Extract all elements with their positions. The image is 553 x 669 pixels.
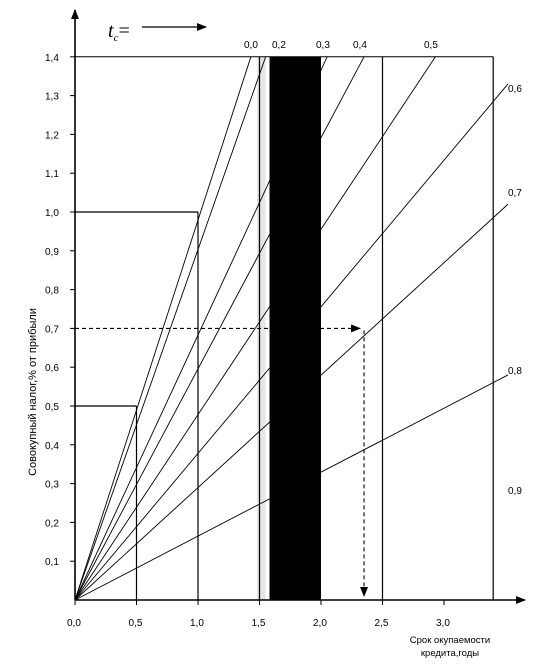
series-line-0 [74,56,252,601]
y-tick-label-5: 0,6 [45,363,59,374]
curve-label-top-3: 0,4 [353,40,367,51]
curve-label-right-0: 0,6 [508,84,522,95]
x-axis-label-line1: Срок окупаемости [410,635,490,646]
x-tick-label-2: 1,0 [190,618,204,629]
y-tick-label-12: 1,3 [45,92,59,103]
series-line-5 [74,83,509,601]
y-tick-label-3: 0,4 [45,441,59,452]
series-line-7 [74,374,509,601]
series-line-1 [74,56,267,601]
series-layer [74,56,509,601]
curve-label-right-1: 0,7 [508,188,522,199]
y-tick-label-11: 1,2 [45,130,59,141]
curve-label-top-1: 0,2 [272,40,286,51]
y-tick-label-9: 1,0 [45,208,59,219]
series-line-6 [74,203,509,601]
axes-layer [70,9,526,605]
y-axis-label: Совокупный налог,% от прибыли [27,308,39,476]
legend-title-suffix: = [118,20,129,42]
y-tick-label-4: 0,5 [45,402,59,413]
x-tick-label-1: 0,5 [129,618,143,629]
light-band [257,56,266,601]
legend-title: tc= [108,20,130,44]
labels-layer: 0,1 0,2 0,3 0,4 0,5 0,6 0,7 0,8 0,9 1,0 1,1 1,2 1,3 1… [45,40,522,629]
y-tick-label-2: 0,3 [45,480,59,491]
y-tick-label-0: 0,1 [45,557,59,568]
legend-title-main: t [108,20,114,42]
x-tick-label-5: 2,5 [375,618,389,629]
x-axis-label-line2: кредита,годы [421,648,479,659]
y-tick-label-10: 1,1 [45,169,59,180]
series-line-2 [74,56,328,601]
series-line-4 [74,56,436,601]
curve-label-right-3: 0,9 [508,486,522,497]
y-tick-label-6: 0,7 [45,324,59,335]
x-tick-label-6: 3,0 [436,618,450,629]
y-tick-label-13: 1,4 [45,53,59,64]
reference-lines-layer [75,56,494,600]
y-tick-label-8: 0,9 [45,247,59,258]
curve-label-top-2: 0,3 [316,40,330,51]
y-tick-label-7: 0,8 [45,286,59,297]
y-tick-label-1: 0,2 [45,518,59,529]
legend-title-sub: c [114,32,119,44]
curve-label-top-0: 0,0 [244,40,258,51]
x-tick-label-4: 2,0 [313,618,327,629]
curve-label-right-2: 0,8 [508,366,522,377]
x-tick-label-3: 1,5 [252,618,266,629]
series-line-3 [74,56,365,601]
curve-label-top-4: 0,5 [424,40,438,51]
x-tick-label-0: 0,0 [67,618,81,629]
